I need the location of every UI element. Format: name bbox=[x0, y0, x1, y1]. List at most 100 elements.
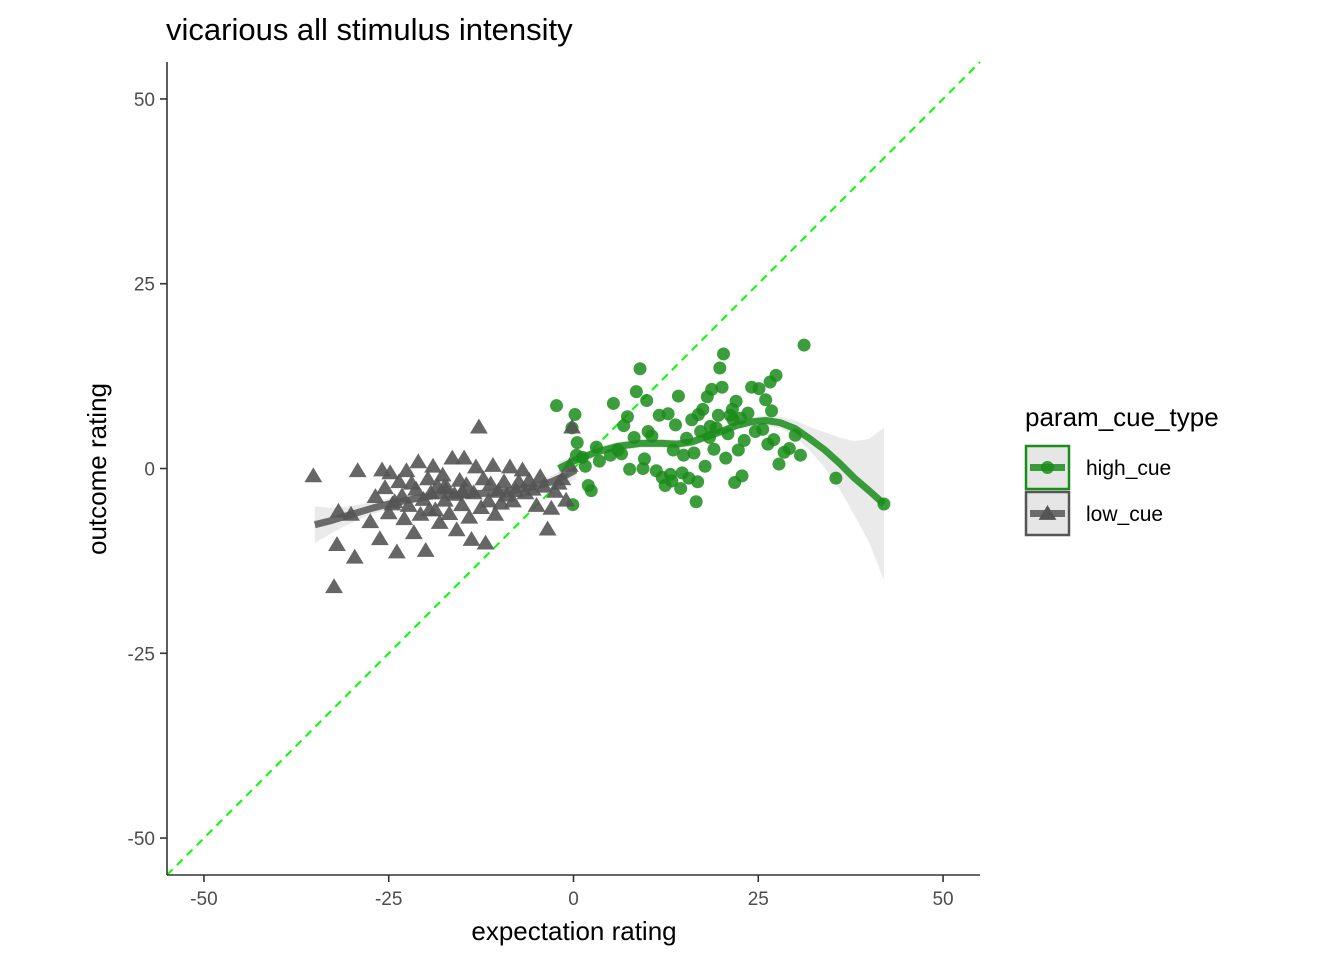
y-tick-label: -25 bbox=[128, 644, 155, 665]
data-point bbox=[379, 504, 398, 520]
data-point bbox=[443, 449, 462, 465]
data-point bbox=[495, 473, 513, 489]
data-point bbox=[430, 513, 449, 529]
data-point bbox=[737, 433, 751, 447]
series-low_cue-points bbox=[304, 418, 581, 594]
data-point bbox=[404, 524, 423, 540]
x-tick-label: 50 bbox=[932, 889, 953, 910]
data-point bbox=[584, 484, 598, 498]
data-point bbox=[407, 480, 425, 496]
x-tick-label: 0 bbox=[568, 889, 579, 910]
data-point bbox=[455, 449, 474, 465]
data-point bbox=[440, 505, 459, 520]
data-point bbox=[503, 492, 522, 508]
data-point bbox=[797, 338, 811, 352]
x-axis-title: expectation rating bbox=[471, 916, 676, 946]
data-point bbox=[640, 394, 654, 408]
data-point bbox=[411, 505, 430, 521]
data-point bbox=[486, 505, 505, 521]
legend-marker bbox=[1041, 461, 1054, 474]
data-point bbox=[366, 488, 385, 503]
data-point bbox=[513, 461, 532, 477]
data-point bbox=[433, 466, 452, 482]
legend: param_cue_type high_cue low_cue bbox=[1024, 402, 1219, 537]
data-point bbox=[418, 470, 437, 486]
data-point bbox=[546, 482, 564, 498]
data-point bbox=[606, 396, 620, 410]
data-point bbox=[376, 479, 394, 495]
data-point bbox=[767, 433, 781, 447]
data-point bbox=[578, 459, 592, 473]
data-point bbox=[687, 446, 701, 460]
data-point bbox=[416, 542, 435, 557]
data-point bbox=[665, 474, 679, 488]
x-tick-label: -50 bbox=[190, 889, 217, 910]
legend-marker bbox=[1038, 505, 1057, 520]
data-point bbox=[420, 501, 439, 517]
data-point bbox=[361, 513, 380, 529]
data-point bbox=[452, 496, 471, 512]
data-point bbox=[711, 408, 725, 422]
data-point bbox=[542, 499, 561, 515]
data-point bbox=[501, 458, 519, 474]
data-point bbox=[741, 406, 755, 420]
data-point bbox=[568, 408, 582, 422]
confidence-band-high_cue bbox=[558, 415, 884, 581]
data-point bbox=[703, 419, 717, 433]
data-point bbox=[756, 422, 770, 436]
data-point bbox=[435, 478, 454, 494]
data-point bbox=[707, 442, 721, 456]
data-point bbox=[467, 458, 485, 474]
data-point bbox=[677, 448, 691, 462]
data-point bbox=[447, 521, 466, 537]
data-point bbox=[633, 362, 647, 376]
data-point bbox=[557, 491, 576, 507]
data-point bbox=[620, 410, 634, 424]
data-point bbox=[717, 347, 731, 361]
data-point bbox=[719, 451, 733, 465]
data-point bbox=[793, 448, 807, 462]
data-point bbox=[435, 491, 454, 507]
data-point bbox=[691, 475, 705, 489]
data-point bbox=[460, 508, 479, 524]
data-point bbox=[409, 453, 428, 469]
x-tick-label: -25 bbox=[375, 889, 402, 910]
data-point bbox=[623, 462, 637, 476]
data-point bbox=[395, 510, 414, 526]
data-point bbox=[729, 394, 743, 408]
y-axis-ticks: -50 -25 0 25 50 bbox=[128, 90, 167, 850]
data-point bbox=[645, 429, 659, 443]
data-point bbox=[765, 404, 779, 418]
data-point bbox=[381, 464, 400, 480]
data-point bbox=[399, 496, 418, 512]
x-axis-ticks: -50 -25 0 25 50 bbox=[190, 875, 954, 910]
data-point bbox=[752, 382, 766, 396]
data-point bbox=[304, 467, 323, 483]
y-tick-label: 0 bbox=[144, 460, 155, 481]
y-tick-label: -50 bbox=[128, 829, 155, 850]
data-point bbox=[387, 543, 406, 559]
data-point bbox=[570, 436, 584, 450]
data-point bbox=[735, 469, 749, 483]
y-tick-label: 50 bbox=[134, 90, 155, 111]
plot-area bbox=[166, 61, 981, 876]
data-point bbox=[675, 466, 689, 480]
data-point bbox=[698, 459, 712, 473]
data-point bbox=[637, 452, 651, 466]
data-point bbox=[462, 530, 481, 546]
data-point bbox=[715, 380, 729, 394]
data-point bbox=[390, 473, 408, 489]
chart-title: vicarious all stimulus intensity bbox=[166, 12, 573, 47]
data-point bbox=[476, 534, 495, 550]
data-point bbox=[325, 578, 343, 594]
data-point bbox=[696, 402, 710, 416]
legend-item-low_cue: low_cue bbox=[1024, 490, 1163, 537]
legend-title: param_cue_type bbox=[1025, 402, 1219, 432]
data-point bbox=[674, 481, 688, 495]
data-point bbox=[661, 407, 675, 421]
data-point bbox=[550, 399, 564, 413]
data-point bbox=[829, 471, 843, 485]
x-tick-label: 25 bbox=[748, 889, 769, 910]
y-axis-title: outcome rating bbox=[82, 383, 112, 555]
